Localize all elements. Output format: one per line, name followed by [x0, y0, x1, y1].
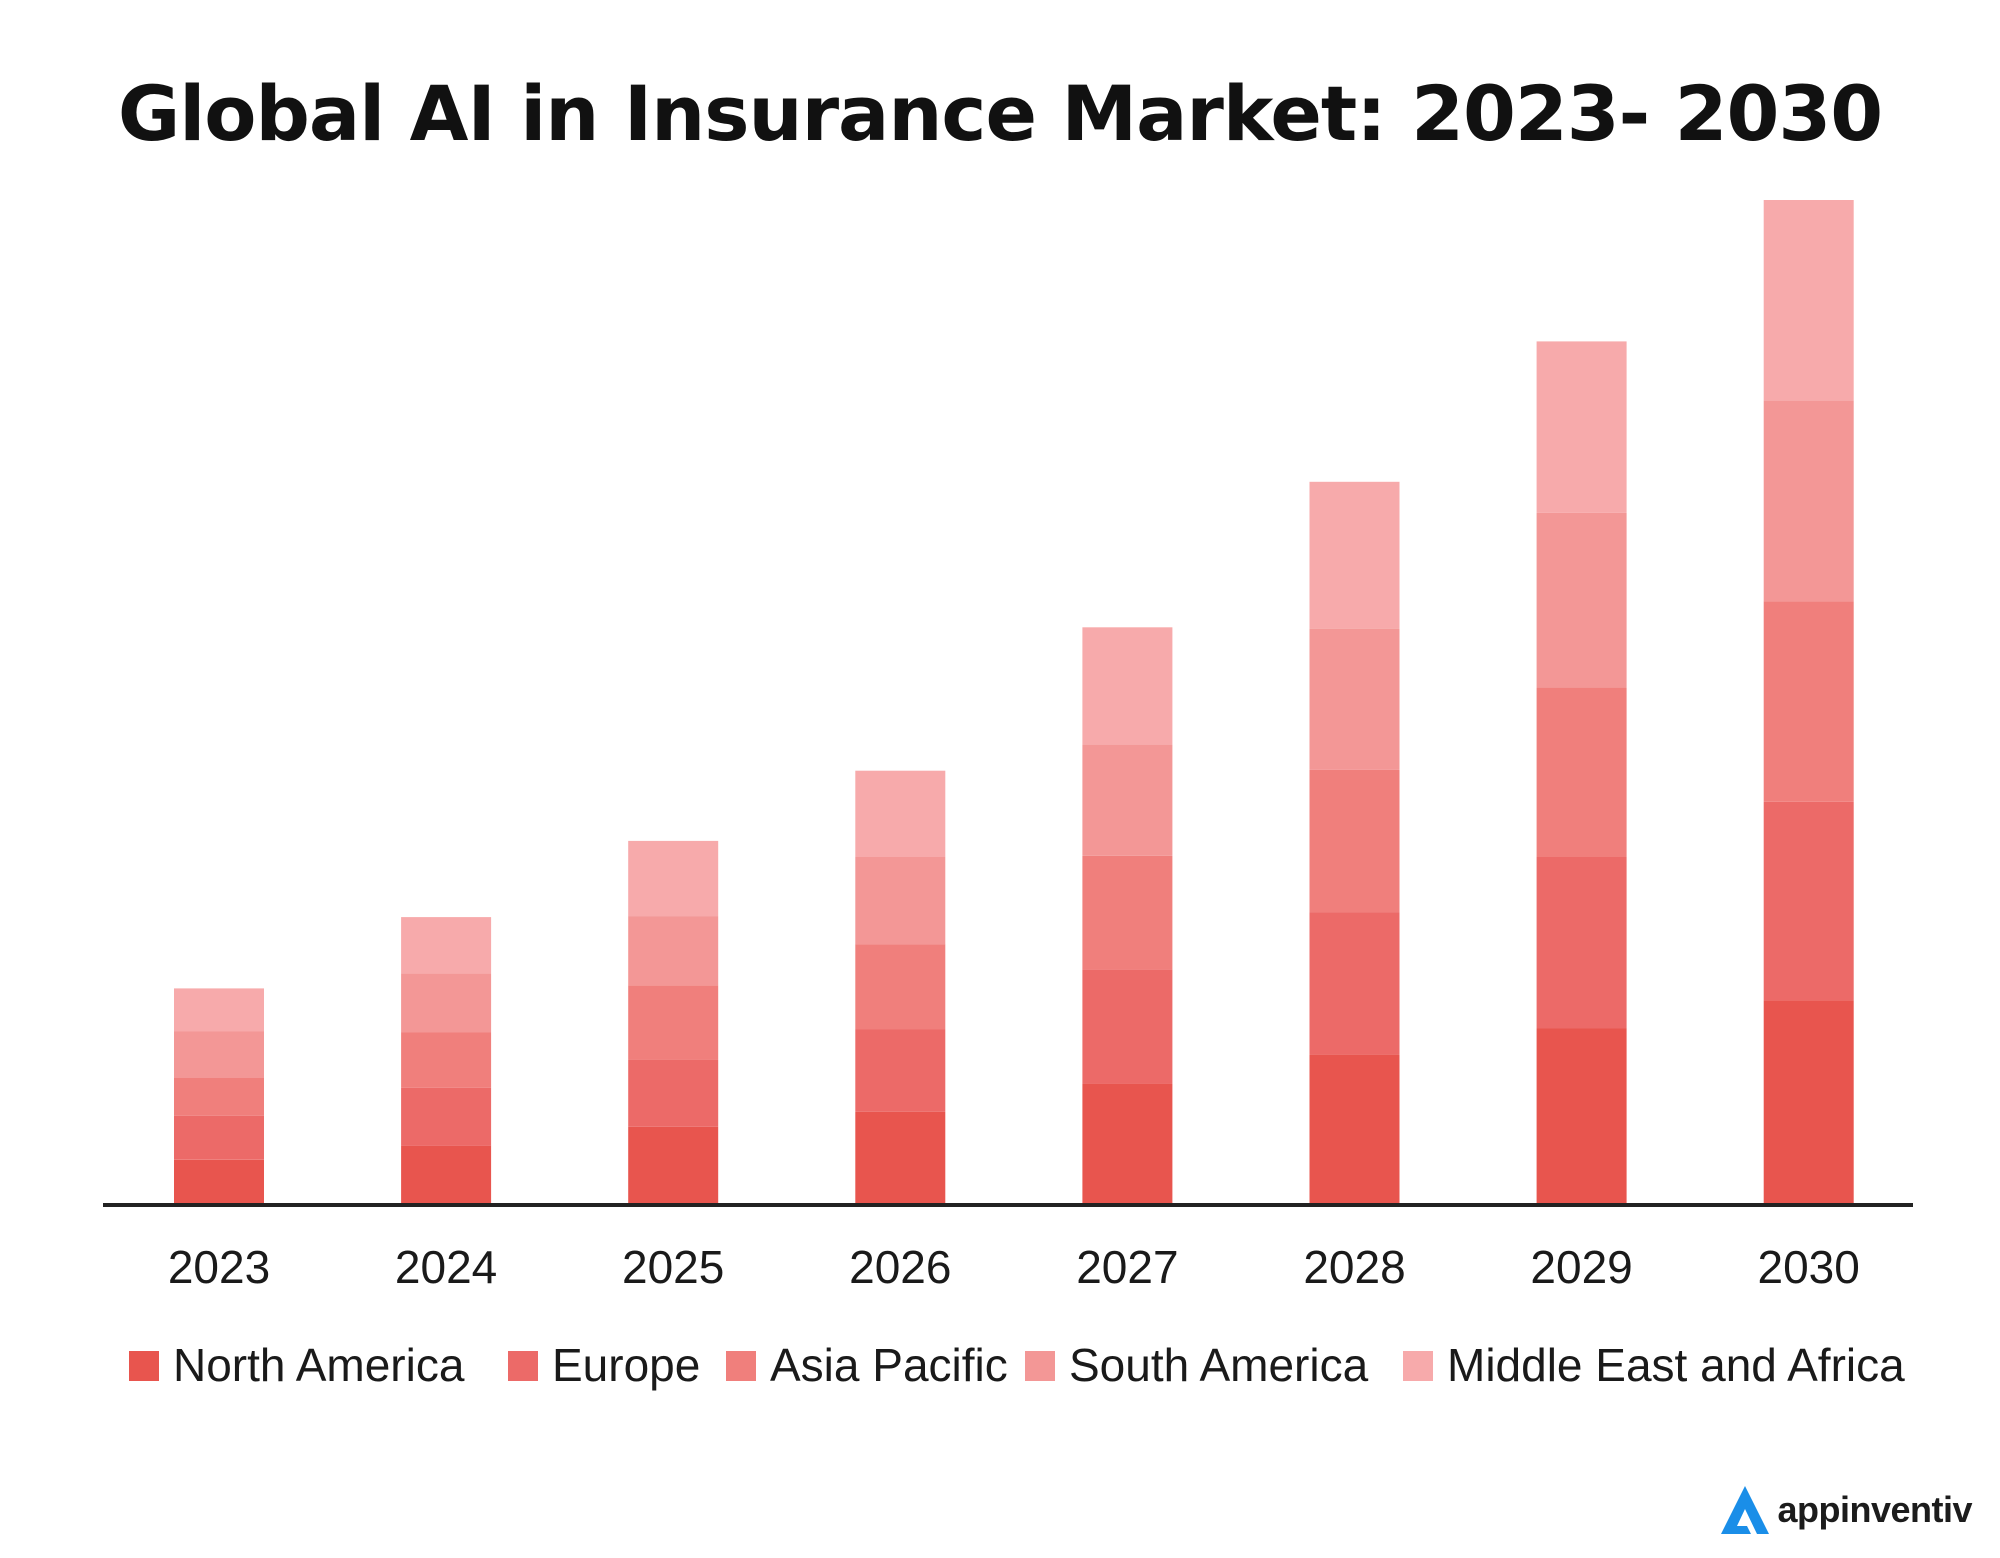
- legend-item: South America: [1025, 1339, 1369, 1391]
- legend-label: South America: [1069, 1339, 1369, 1391]
- bar-segment-2025-europe: [628, 1059, 719, 1127]
- bar-segment-2026-asia-pacific: [855, 944, 946, 1030]
- x-tick-label: 2028: [1303, 1241, 1405, 1293]
- bar-segment-2030-europe: [1763, 801, 1854, 1001]
- legend-label: North America: [173, 1339, 465, 1391]
- bar-segment-2030-south-america: [1763, 400, 1854, 602]
- bar-segment-2025-middle-east-and-africa: [628, 840, 719, 917]
- x-tick-label: 2024: [395, 1241, 497, 1293]
- legend: North America Europe Asia Pacific South Ame…: [129, 1339, 1905, 1391]
- legend-label: Asia Pacific: [770, 1339, 1008, 1391]
- bar-segment-2026-europe: [855, 1029, 946, 1112]
- bar-segment-2028-north-america: [1309, 1054, 1400, 1203]
- bar-segment-2030-north-america: [1763, 1000, 1854, 1203]
- bar-segment-2025-north-america: [628, 1126, 719, 1203]
- bar-segment-2026-north-america: [855, 1111, 946, 1203]
- bar-segment-2027-north-america: [1082, 1083, 1173, 1203]
- bar-segment-2029-asia-pacific: [1536, 687, 1627, 857]
- bar-segment-2029-south-america: [1536, 512, 1627, 688]
- brand-logo: appinventiv: [1717, 1480, 1972, 1540]
- legend-label: Europe: [552, 1339, 700, 1391]
- bar-segment-2023-south-america: [174, 1031, 264, 1078]
- legend-swatch: [508, 1351, 538, 1381]
- bar-segment-2028-europe: [1309, 912, 1400, 1055]
- bar-segment-2026-middle-east-and-africa: [855, 770, 946, 857]
- bar-segment-2024-middle-east-and-africa: [401, 917, 492, 974]
- bar-segment-2025-south-america: [628, 916, 719, 986]
- legend-item: Middle East and Africa: [1403, 1339, 1905, 1391]
- bar-segment-2029-middle-east-and-africa: [1536, 341, 1627, 513]
- bar-segment-2028-middle-east-and-africa: [1309, 481, 1400, 629]
- bar-segment-2030-middle-east-and-africa: [1763, 200, 1854, 401]
- bar-segment-2027-middle-east-and-africa: [1082, 627, 1173, 745]
- brand-name: appinventiv: [1777, 1489, 1972, 1530]
- x-tick-label: 2030: [1758, 1241, 1860, 1293]
- bar-segment-2024-europe: [401, 1087, 492, 1146]
- legend-swatch: [726, 1351, 756, 1381]
- bar-segment-2023-middle-east-and-africa: [174, 988, 264, 1032]
- x-tick-label: 2025: [622, 1241, 724, 1293]
- bar-segment-2029-europe: [1536, 857, 1627, 1029]
- legend-item: Europe: [508, 1339, 700, 1391]
- bar-segment-2030-asia-pacific: [1763, 601, 1854, 802]
- bar-segment-2028-south-america: [1309, 628, 1400, 770]
- bar-segment-2027-europe: [1082, 969, 1173, 1084]
- bar-segment-2027-asia-pacific: [1082, 856, 1173, 970]
- appinventiv-logo-icon: [1721, 1486, 1770, 1534]
- legend-swatch: [1025, 1351, 1055, 1381]
- legend-item: Asia Pacific: [726, 1339, 1008, 1391]
- bar-segment-2028-asia-pacific: [1309, 769, 1400, 913]
- bar-segment-2025-asia-pacific: [628, 985, 719, 1060]
- legend-item: North America: [129, 1339, 465, 1391]
- x-tick-labels: 2023 2024 2025 2026 2027 2028 2029 2030: [168, 1241, 1860, 1293]
- bar-segment-2027-south-america: [1082, 744, 1173, 856]
- bar-segment-2023-north-america: [174, 1159, 264, 1203]
- x-tick-label: 2029: [1530, 1241, 1632, 1293]
- chart-title: Global AI in Insurance Market: 2023- 203…: [117, 69, 1883, 158]
- legend-swatch: [129, 1351, 159, 1381]
- bar-segment-2026-south-america: [855, 857, 946, 945]
- bar-segment-2023-europe: [174, 1115, 264, 1160]
- bar-segment-2029-north-america: [1536, 1028, 1627, 1203]
- bar-segment-2023-asia-pacific: [174, 1077, 264, 1116]
- bars-layer: [174, 200, 1854, 1203]
- x-tick-label: 2027: [1076, 1241, 1178, 1293]
- x-tick-label: 2023: [168, 1241, 270, 1293]
- legend-swatch: [1403, 1351, 1433, 1381]
- bar-segment-2024-asia-pacific: [401, 1032, 492, 1088]
- x-tick-label: 2026: [849, 1241, 951, 1293]
- bar-segment-2024-north-america: [401, 1145, 492, 1203]
- bar-segment-2024-south-america: [401, 973, 492, 1033]
- legend-label: Middle East and Africa: [1447, 1339, 1905, 1391]
